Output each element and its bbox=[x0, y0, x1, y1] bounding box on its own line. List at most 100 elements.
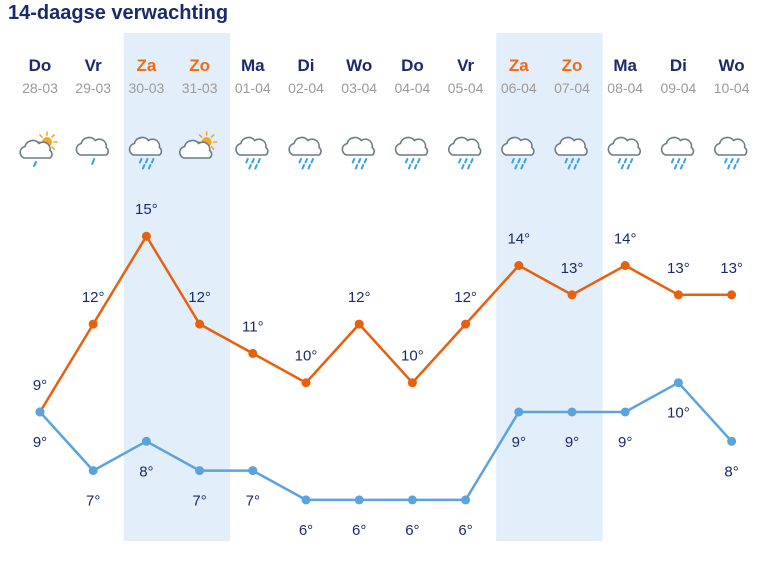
max-temp-line-point bbox=[727, 290, 737, 300]
day-date: 31-03 bbox=[182, 80, 218, 96]
max-temp-line-point bbox=[141, 231, 151, 241]
weather-icons bbox=[19, 131, 748, 170]
min-temp-line-point bbox=[141, 436, 151, 446]
rain-drop bbox=[629, 158, 634, 164]
day-date: 07-04 bbox=[554, 80, 590, 96]
day-headers: Do 28-03 Vr 29-03 Za 30-03 Zo 31-03 Ma 01-04 Di 02-… bbox=[22, 56, 750, 96]
max-temp-line-point bbox=[407, 378, 417, 388]
max-temp-line-point bbox=[354, 319, 364, 329]
rain-drop bbox=[248, 164, 252, 170]
rain-drop bbox=[298, 158, 302, 164]
min-temp-label: 7° bbox=[86, 493, 100, 510]
min-temp-label: 9° bbox=[512, 434, 526, 451]
min-temp-line-point bbox=[727, 436, 737, 446]
cloud-shape bbox=[660, 136, 695, 156]
weekend-bands bbox=[123, 33, 603, 541]
min-temp-line-point bbox=[514, 407, 524, 417]
sun-behind-cloud-icon bbox=[178, 131, 218, 159]
rain-drop bbox=[730, 158, 734, 164]
day-date: 04-04 bbox=[394, 80, 430, 96]
max-temp-label: 12° bbox=[188, 289, 211, 306]
min-temp-line-point bbox=[567, 407, 577, 417]
cloud-rain-icon bbox=[341, 136, 376, 170]
cloud-shape bbox=[554, 136, 588, 156]
rain-drop bbox=[150, 158, 155, 164]
min-temp-line bbox=[39, 381, 733, 502]
day-name: Do bbox=[401, 56, 424, 75]
min-temp-line-point bbox=[354, 495, 364, 505]
day-date: 05-04 bbox=[448, 80, 484, 96]
day-name: Di bbox=[298, 56, 315, 75]
rain-drop bbox=[351, 158, 356, 164]
rain-drop bbox=[141, 164, 146, 170]
day-name: Zo bbox=[189, 56, 210, 75]
rain-drop bbox=[511, 158, 515, 164]
rain-drop bbox=[679, 164, 684, 170]
rain-drop bbox=[307, 164, 311, 170]
max-temp-label: 10° bbox=[295, 348, 318, 365]
rain-drop bbox=[570, 158, 574, 164]
max-temp-label: 12° bbox=[454, 289, 477, 306]
day-name: Vr bbox=[457, 56, 474, 75]
cloud-rain-icon bbox=[501, 136, 535, 170]
max-temp-line-point bbox=[620, 261, 630, 270]
day-name: Ma bbox=[241, 56, 265, 75]
rain-drop bbox=[676, 158, 681, 164]
cloud-shape bbox=[501, 136, 535, 156]
day-name: Wo bbox=[719, 56, 745, 75]
max-temp-line-point bbox=[88, 319, 98, 329]
max-temp-line-point bbox=[673, 290, 683, 300]
day-date: 08-04 bbox=[607, 80, 643, 96]
day-date: 01-04 bbox=[235, 80, 271, 96]
rain-drop bbox=[416, 158, 421, 164]
rain-drop bbox=[413, 164, 418, 170]
rain-drop bbox=[251, 158, 255, 164]
rain-drop bbox=[470, 158, 474, 164]
rain-drop bbox=[523, 158, 527, 164]
rain-drop bbox=[138, 158, 143, 164]
cloud-shape bbox=[607, 136, 642, 156]
rain-drop bbox=[567, 164, 571, 170]
day-name: Wo bbox=[346, 56, 372, 75]
max-temp-line-point bbox=[461, 319, 471, 329]
min-temp-label: 7° bbox=[246, 493, 260, 510]
day-date: 03-04 bbox=[341, 80, 377, 96]
min-temp-line-point bbox=[88, 466, 98, 476]
rain-drop bbox=[407, 164, 412, 170]
min-temp-line-point bbox=[407, 495, 417, 505]
max-temp-label: 9° bbox=[33, 377, 47, 394]
sun-ray bbox=[198, 134, 203, 138]
cloud-shape bbox=[128, 136, 163, 156]
day-date: 02-04 bbox=[288, 80, 324, 96]
min-temp-line-point bbox=[301, 495, 311, 505]
cloud-shape bbox=[713, 136, 748, 156]
day-name: Zo bbox=[562, 56, 583, 75]
rain-drop bbox=[724, 158, 728, 164]
max-temp-label: 12° bbox=[82, 289, 105, 306]
min-temp-label: 6° bbox=[458, 522, 472, 539]
min-temp-label: 6° bbox=[352, 522, 366, 539]
min-temp-label: 6° bbox=[299, 522, 313, 539]
rain-drop bbox=[360, 164, 365, 170]
rain-drop bbox=[573, 164, 577, 170]
rain-drop bbox=[257, 158, 261, 164]
rain-drop bbox=[464, 158, 468, 164]
min-temp-label: 7° bbox=[192, 493, 206, 510]
rain-drop bbox=[727, 164, 731, 170]
max-temp-label: 13° bbox=[667, 260, 690, 277]
rain-drop bbox=[623, 158, 628, 164]
min-temp-line-point bbox=[461, 495, 471, 505]
min-temp-label: 10° bbox=[667, 405, 690, 422]
rain-drop bbox=[245, 158, 249, 164]
cloud-shape bbox=[447, 136, 482, 156]
min-temp-label: 8° bbox=[724, 463, 738, 480]
rain-drop bbox=[620, 164, 625, 170]
max-temp-line-point bbox=[301, 378, 311, 388]
cloud-shape bbox=[288, 136, 322, 156]
max-temp-label: 10° bbox=[401, 348, 424, 365]
min-temp-line-point bbox=[248, 466, 258, 476]
max-temp-label: 13° bbox=[720, 260, 743, 277]
rain-drop bbox=[363, 158, 368, 164]
rain-drop bbox=[467, 164, 471, 170]
